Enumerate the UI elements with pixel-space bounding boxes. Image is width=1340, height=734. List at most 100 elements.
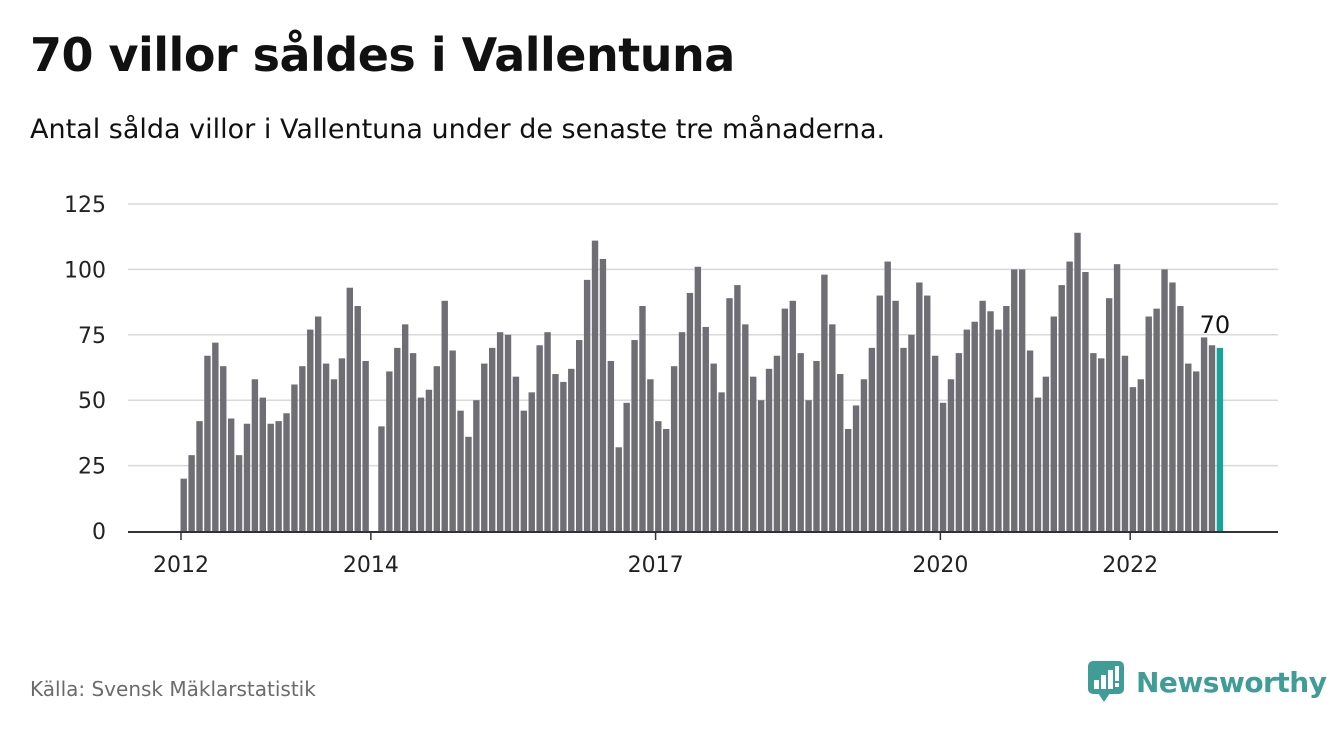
bar xyxy=(1200,337,1208,531)
y-tick-label: 125 xyxy=(64,193,106,218)
bar xyxy=(1003,306,1010,531)
bar xyxy=(1137,379,1145,531)
bar xyxy=(829,324,836,531)
bar xyxy=(639,306,646,531)
bar xyxy=(425,389,433,531)
bar xyxy=(1185,363,1192,531)
bar xyxy=(196,421,203,531)
bar xyxy=(955,353,963,531)
bar xyxy=(655,421,662,531)
bar xyxy=(235,455,243,531)
bar xyxy=(702,326,709,531)
bar xyxy=(789,300,796,531)
bar xyxy=(1066,261,1073,531)
bar xyxy=(346,287,354,531)
bar xyxy=(449,350,456,531)
bar xyxy=(417,397,425,531)
bar xyxy=(1129,387,1137,531)
bar xyxy=(322,363,330,531)
bar xyxy=(995,329,1002,531)
bars xyxy=(180,232,1224,531)
bar xyxy=(520,410,528,531)
bar xyxy=(283,413,290,531)
highlight-value-label: 70 xyxy=(1200,311,1231,339)
bar xyxy=(670,366,678,531)
bar xyxy=(433,366,441,531)
bar xyxy=(678,332,686,531)
x-tick-label: 2014 xyxy=(343,553,399,578)
bar xyxy=(742,324,749,531)
bar xyxy=(1082,272,1089,531)
bar xyxy=(1208,345,1216,531)
bar xyxy=(1034,397,1042,531)
bar xyxy=(813,360,820,531)
bar xyxy=(1026,350,1034,531)
chart-subtitle: Antal sålda villor i Vallentuna under de… xyxy=(30,114,886,145)
bar xyxy=(583,279,591,531)
source-note: Källa: Svensk Mäklarstatistik xyxy=(30,677,316,701)
bar xyxy=(1153,308,1160,531)
bar xyxy=(1058,285,1065,531)
x-tick-label: 2020 xyxy=(912,553,968,578)
bar xyxy=(473,400,480,531)
bar xyxy=(663,428,670,531)
bar xyxy=(481,363,488,531)
bar xyxy=(971,321,978,531)
bar xyxy=(1090,353,1097,531)
bar xyxy=(805,400,812,531)
bar xyxy=(576,340,583,531)
bar xyxy=(1074,232,1081,531)
bar xyxy=(488,347,496,531)
x-axis-labels: 2012 2014 2017 2020 2022 xyxy=(153,532,1158,578)
bar xyxy=(773,355,781,531)
bar xyxy=(939,402,947,531)
bar-latest xyxy=(1216,347,1224,531)
bar xyxy=(227,418,235,531)
bar xyxy=(757,400,765,531)
bar xyxy=(900,347,907,531)
bar xyxy=(1177,306,1184,531)
brand-name: Newsworthy xyxy=(1136,665,1327,699)
bar xyxy=(204,355,211,531)
bar xyxy=(465,436,472,531)
bar xyxy=(868,347,876,531)
bar xyxy=(797,353,804,531)
bar xyxy=(291,384,298,531)
bar xyxy=(441,300,448,531)
bar xyxy=(694,266,702,531)
bar xyxy=(299,366,306,531)
bar xyxy=(860,379,868,531)
bar xyxy=(979,300,986,531)
bar xyxy=(718,392,725,531)
bar xyxy=(1105,298,1113,531)
x-tick-label: 2012 xyxy=(153,553,209,578)
bar xyxy=(243,423,251,531)
bar xyxy=(686,292,694,531)
bar xyxy=(307,329,314,531)
bar xyxy=(259,397,266,531)
bar xyxy=(188,455,195,531)
bar xyxy=(504,334,512,531)
bar xyxy=(220,366,227,531)
bar xyxy=(852,405,860,531)
bar xyxy=(916,282,923,531)
x-tick-label: 2017 xyxy=(628,553,684,578)
bar xyxy=(765,368,773,531)
bar xyxy=(1192,371,1200,531)
chart-title: 70 villor såldes i Vallentuna xyxy=(30,28,735,82)
bar xyxy=(837,374,844,531)
bar xyxy=(275,421,282,531)
bar xyxy=(631,340,638,531)
bar xyxy=(876,295,883,531)
brand-logo[interactable]: Newsworthy xyxy=(1088,661,1327,703)
bar xyxy=(386,371,393,531)
bar xyxy=(544,332,551,531)
bar xyxy=(1098,358,1105,531)
bar xyxy=(212,342,219,531)
bar xyxy=(710,363,717,531)
bar xyxy=(908,334,915,531)
bar xyxy=(496,332,504,531)
bar xyxy=(599,258,607,531)
bar xyxy=(615,447,622,531)
